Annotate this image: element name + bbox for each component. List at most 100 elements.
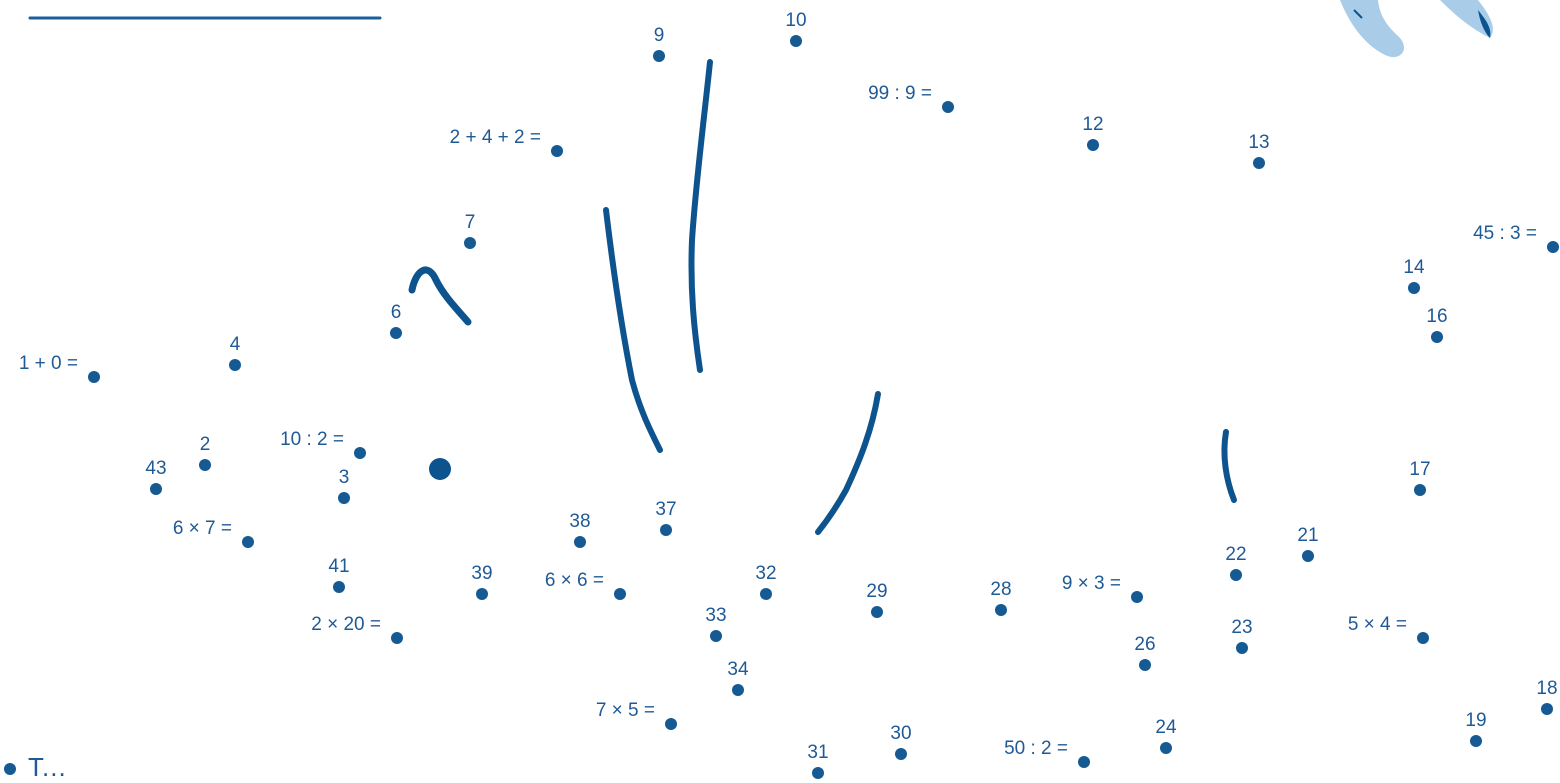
dot-point-p34[interactable]: 34 — [727, 659, 749, 696]
dot-point-p42[interactable]: 6 × 7 = — [173, 518, 254, 548]
dot-marker[interactable] — [199, 459, 211, 471]
dot-marker[interactable] — [1547, 241, 1559, 253]
dot-label: 41 — [328, 556, 349, 577]
dot-point-p31[interactable]: 31 — [807, 742, 829, 779]
dot-point-p1[interactable]: 1 + 0 = — [19, 353, 100, 383]
dot-point-p8[interactable]: 2 + 4 + 2 = — [450, 127, 563, 157]
dot-point-p24[interactable]: 24 — [1155, 717, 1177, 754]
dot-point-p38[interactable]: 38 — [569, 511, 591, 548]
dot-point-p28[interactable]: 28 — [990, 579, 1012, 616]
dot-point-p12[interactable]: 12 — [1082, 114, 1104, 151]
dot-point-p18[interactable]: 18 — [1536, 678, 1558, 715]
dot-point-p4[interactable]: 4 — [229, 334, 241, 371]
dot-marker[interactable] — [653, 50, 665, 62]
dot-point-p29[interactable]: 29 — [866, 581, 888, 618]
dot-point-p5[interactable]: 10 : 2 = — [280, 429, 366, 459]
dot-marker[interactable] — [790, 35, 802, 47]
dot-point-p26[interactable]: 26 — [1134, 634, 1156, 671]
dot-point-p20[interactable]: 5 × 4 = — [1348, 614, 1429, 644]
dot-point-p40[interactable]: 2 × 20 = — [311, 614, 403, 644]
dot-marker[interactable] — [1078, 756, 1090, 768]
dot-point-p41[interactable]: 41 — [328, 556, 350, 593]
dot-marker[interactable] — [1414, 484, 1426, 496]
dot-point-p37[interactable]: 37 — [655, 499, 677, 536]
dot-marker[interactable] — [1230, 569, 1242, 581]
dot-point-p17[interactable]: 17 — [1409, 459, 1431, 496]
dot-point-p39[interactable]: 39 — [471, 563, 493, 600]
dot-marker[interactable] — [574, 536, 586, 548]
dot-point-p36[interactable]: 6 × 6 = — [545, 570, 626, 600]
stroke-left-long — [603, 207, 663, 453]
dot-point-p6[interactable]: 6 — [390, 302, 402, 339]
dot-marker[interactable] — [242, 536, 254, 548]
dot-marker[interactable] — [333, 581, 345, 593]
dot-marker[interactable] — [1470, 735, 1482, 747]
dot-marker[interactable] — [895, 748, 907, 760]
dot-point-p16[interactable]: 16 — [1426, 306, 1448, 343]
dot-point-p27[interactable]: 9 × 3 = — [1062, 573, 1143, 603]
dot-marker[interactable] — [88, 371, 100, 383]
dot-label: 30 — [890, 723, 911, 744]
dot-marker[interactable] — [1417, 632, 1429, 644]
dot-marker[interactable] — [476, 588, 488, 600]
dot-point-p25[interactable]: 50 : 2 = — [1004, 738, 1090, 768]
dot-point-p3[interactable]: 3 — [338, 467, 350, 504]
dot-marker[interactable] — [551, 145, 563, 157]
dot-marker[interactable] — [660, 524, 672, 536]
dot-point-p35[interactable]: 7 × 5 = — [596, 700, 677, 730]
dot-marker[interactable] — [1408, 282, 1420, 294]
dot-marker[interactable] — [390, 327, 402, 339]
dot-marker[interactable] — [732, 684, 744, 696]
dot-point-p10[interactable]: 10 — [785, 10, 807, 47]
dot-marker[interactable] — [1236, 642, 1248, 654]
dot-point-p9[interactable]: 9 — [653, 25, 665, 62]
dot-marker[interactable] — [229, 359, 241, 371]
dot-marker[interactable] — [1253, 157, 1265, 169]
corner-illustration — [1340, 0, 1493, 58]
dot-marker[interactable] — [942, 101, 954, 113]
dot-marker[interactable] — [665, 718, 677, 730]
dot-point-p32[interactable]: 32 — [755, 563, 777, 600]
dot-label: 50 : 2 = — [1004, 738, 1068, 759]
dot-marker[interactable] — [1431, 331, 1443, 343]
dot-marker[interactable] — [812, 767, 824, 779]
footer-bullet — [4, 763, 16, 776]
dot-marker[interactable] — [150, 483, 162, 495]
dot-label: 1 + 0 = — [19, 353, 78, 374]
dot-point-p21[interactable]: 21 — [1297, 525, 1319, 562]
dot-marker[interactable] — [614, 588, 626, 600]
dot-point-p33[interactable]: 33 — [705, 605, 727, 642]
stroke-eye — [429, 458, 451, 480]
dot-marker[interactable] — [1131, 591, 1143, 603]
dot-point-p13[interactable]: 13 — [1248, 132, 1270, 169]
dot-point-p30[interactable]: 30 — [890, 723, 912, 760]
dot-label: 29 — [866, 581, 887, 602]
dot-label: 9 × 3 = — [1062, 573, 1121, 594]
dot-marker[interactable] — [354, 447, 366, 459]
dot-marker[interactable] — [1160, 742, 1172, 754]
dot-marker[interactable] — [760, 588, 772, 600]
dot-point-p11[interactable]: 99 : 9 = — [868, 83, 954, 113]
dot-point-p43[interactable]: 43 — [145, 458, 167, 495]
dot-marker[interactable] — [995, 604, 1007, 616]
dot-marker[interactable] — [1541, 703, 1553, 715]
dot-marker[interactable] — [1139, 659, 1151, 671]
dot-point-p2[interactable]: 2 — [199, 434, 211, 471]
dot-marker[interactable] — [871, 606, 883, 618]
dot-point-p22[interactable]: 22 — [1225, 544, 1247, 581]
dot-point-p7[interactable]: 7 — [464, 212, 476, 249]
dot-marker[interactable] — [1087, 139, 1099, 151]
dot-label: 26 — [1134, 634, 1155, 655]
dot-point-p14[interactable]: 14 — [1403, 257, 1425, 294]
dot-marker[interactable] — [1302, 550, 1314, 562]
dot-point-p15[interactable]: 45 : 3 = — [1473, 223, 1559, 253]
dot-marker[interactable] — [391, 632, 403, 644]
dot-marker[interactable] — [710, 630, 722, 642]
dot-marker[interactable] — [338, 492, 350, 504]
dot-point-p19[interactable]: 19 — [1465, 710, 1487, 747]
dot-label: 6 × 7 = — [173, 518, 232, 539]
dot-label: 2 — [200, 434, 211, 455]
dot-marker[interactable] — [464, 237, 476, 249]
dot-point-p23[interactable]: 23 — [1231, 617, 1253, 654]
dot-label: 34 — [727, 659, 749, 680]
